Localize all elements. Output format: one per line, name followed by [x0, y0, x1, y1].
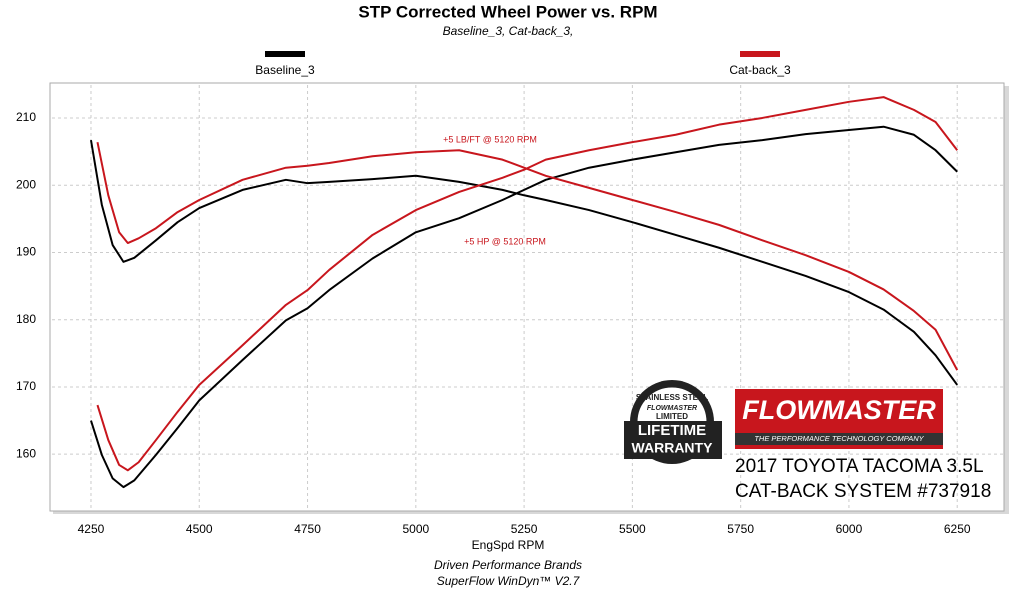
brand-name: FLOWMASTER [742, 395, 936, 425]
badge-text: STAINLESS STEEL [636, 393, 708, 402]
line-hp [96, 96, 959, 472]
x-tick-label: 4750 [294, 522, 321, 536]
x-tick-label: 5250 [511, 522, 538, 536]
footer: Driven Performance Brands [434, 558, 582, 572]
badge-text: LIMITED [656, 412, 688, 421]
y-tick-label: 180 [16, 312, 36, 326]
x-tick-label: 5000 [402, 522, 429, 536]
x-tick-label: 4250 [78, 522, 105, 536]
brand-line: CAT-BACK SYSTEM #737918 [735, 481, 991, 502]
y-tick-label: 200 [16, 177, 36, 191]
badge-text: LIFETIME [638, 422, 706, 439]
legend-swatch [740, 51, 780, 57]
x-tick-label: 4500 [186, 522, 213, 536]
legend-label: Cat-back_3 [729, 63, 791, 77]
legend-label: Baseline_3 [255, 63, 315, 77]
chart-title: STP Corrected Wheel Power vs. RPM [358, 2, 657, 21]
footer: SuperFlow WinDyn™ V2.7 [437, 574, 581, 588]
annotation: +5 HP @ 5120 RPM [464, 236, 546, 246]
line-hp [90, 125, 958, 489]
x-tick-label: 6000 [836, 522, 863, 536]
brand-logo: FLOWMASTER THE PERFORMANCE TECHNOLOGY CO… [735, 389, 943, 449]
chart-subtitle: Baseline_3, Cat-back_3, [443, 24, 574, 38]
brand-tagline: THE PERFORMANCE TECHNOLOGY COMPANY [754, 434, 924, 443]
legend-swatch [265, 51, 305, 57]
brand-line: 2017 TOYOTA TACOMA 3.5L [735, 456, 984, 477]
line-torque [89, 139, 959, 386]
y-tick-label: 160 [16, 446, 36, 460]
y-tick-label: 210 [16, 110, 36, 124]
line-torque [96, 141, 959, 371]
x-tick-label: 6250 [944, 522, 971, 536]
y-tick-label: 170 [16, 379, 36, 393]
y-tick-label: 190 [16, 245, 36, 259]
badge-text: FLOWMASTER [647, 405, 697, 412]
badge: STAINLESS STEEL FLOWMASTER LIMITED LIFET… [624, 380, 722, 464]
x-axis-label: EngSpd RPM [472, 538, 545, 552]
x-tick-label: 5750 [727, 522, 754, 536]
annotation: +5 LB/FT @ 5120 RPM [443, 134, 537, 144]
x-tick-label: 5500 [619, 522, 646, 536]
badge-text: WARRANTY [632, 440, 714, 456]
